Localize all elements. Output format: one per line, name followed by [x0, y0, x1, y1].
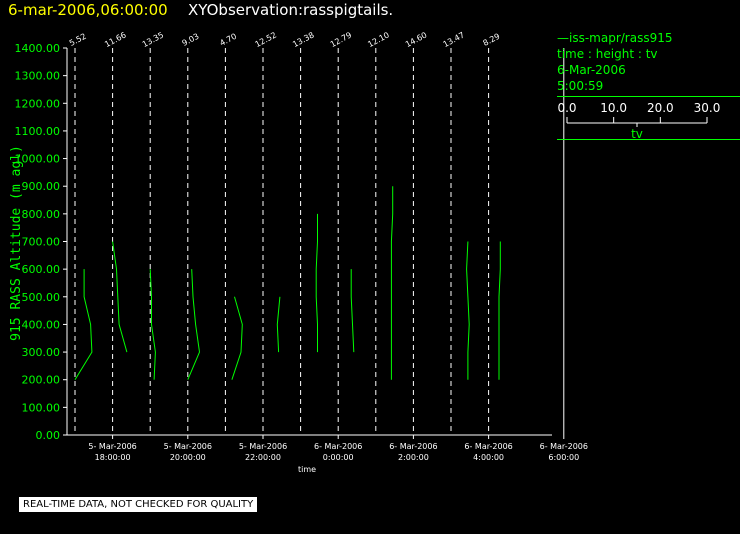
- date-title: 6-mar-2006,06:00:00: [8, 1, 168, 19]
- y-tick-label: 700.00: [22, 236, 61, 249]
- tv-scale-tick-label: 30.0: [694, 101, 721, 115]
- profile-lines: [74, 48, 501, 435]
- x-tick-date: 5- Mar-2006: [239, 442, 287, 451]
- y-tick-label: 0.00: [36, 429, 61, 442]
- y-tick-label: 1300.00: [15, 70, 61, 83]
- profile-line: [350, 269, 355, 353]
- profile-labels: 5.52 11.66 13.35 9.03 4.70 12.52 13.38 12.79 12.…: [68, 30, 502, 49]
- profile-tv-label: 5.52: [68, 32, 88, 48]
- y-tick-label: 800.00: [22, 208, 61, 221]
- legend-date: 6-Mar-2006: [557, 63, 626, 77]
- legend-axes: time : height : tv: [557, 47, 658, 61]
- y-tick-label: 1400.00: [15, 42, 61, 55]
- profile-tv-label: 9.03: [181, 32, 201, 48]
- y-tick-label: 1200.00: [15, 97, 61, 110]
- y-tick-label: 200.00: [22, 374, 61, 387]
- legend-divider: [557, 96, 740, 97]
- quality-warning: REAL-TIME DATA, NOT CHECKED FOR QUALITY: [19, 497, 258, 512]
- y-axis-title: 915 RASS Altitude (m agl): [9, 145, 24, 341]
- y-tick-label: 1100.00: [15, 125, 61, 138]
- x-tick-date: 5- Mar-2006: [164, 442, 212, 451]
- y-tick-label: 600.00: [22, 263, 61, 276]
- chart-axes: [66, 48, 565, 436]
- page-title: XYObservation:rasspigtails.: [188, 1, 394, 19]
- profile-line: [498, 241, 501, 380]
- profile-line: [74, 269, 93, 380]
- y-tick-label: 100.00: [22, 401, 61, 414]
- x-tick-date: 5- Mar-2006: [88, 442, 136, 451]
- profile-line: [466, 241, 470, 380]
- profile-tv-label: 12.52: [254, 30, 278, 49]
- legend-divider-bottom: [557, 139, 740, 140]
- profile-tv-label: 12.10: [366, 30, 390, 49]
- legend-series: —iss-mapr/rass915: [557, 31, 673, 45]
- profile-tv-label: 4.70: [218, 32, 238, 48]
- profile-line: [276, 296, 281, 353]
- x-axis-ticks: 5- Mar-2006 18:00:00 5- Mar-2006 20:00:00 5-…: [88, 435, 588, 462]
- profile-tv-label: 13.47: [442, 30, 466, 49]
- x-tick-time: 20:00:00: [170, 453, 206, 462]
- profile-tv-label: 13.35: [141, 30, 165, 49]
- profile-tv-label: 8.29: [481, 32, 501, 48]
- profile-tv-label: 12.79: [329, 30, 353, 49]
- x-tick-date: 6- Mar-2006: [540, 442, 588, 451]
- profile-line: [390, 186, 394, 380]
- y-axis-ticks: 0.00 100.00 200.00 300.00 400.00 500.00 600.00…: [15, 42, 67, 442]
- y-tick-label: 300.00: [22, 346, 61, 359]
- profile-line: [231, 296, 243, 380]
- profile-line: [315, 213, 318, 353]
- tv-scale-tick-label: 10.0: [600, 101, 627, 115]
- y-tick-label: 400.00: [22, 318, 61, 331]
- tv-scale: 0.0 10.0 20.0 30.0 tv: [557, 101, 720, 141]
- legend-time: 5:00:59: [557, 79, 604, 93]
- profile-line: [112, 241, 128, 353]
- y-tick-label: 500.00: [22, 291, 61, 304]
- y-tick-label: 1000.00: [15, 153, 61, 166]
- x-tick-time: 22:00:00: [245, 453, 281, 462]
- x-tick-time: 4:00:00: [473, 453, 504, 462]
- x-tick-date: 6- Mar-2006: [389, 442, 437, 451]
- tv-scale-label: tv: [631, 127, 643, 141]
- x-tick-time: 6:00:00: [548, 453, 579, 462]
- x-tick-time: 0:00:00: [323, 453, 354, 462]
- x-tick-date: 6- Mar-2006: [314, 442, 362, 451]
- x-axis-title: time: [298, 465, 316, 474]
- profile-line: [187, 269, 201, 380]
- y-tick-label: 900.00: [22, 180, 61, 193]
- profile-tv-label: 13.38: [291, 30, 315, 49]
- x-tick-date: 6- Mar-2006: [464, 442, 512, 451]
- tv-scale-ticks: 0.0 10.0 20.0 30.0: [557, 101, 720, 127]
- x-tick-time: 18:00:00: [95, 453, 131, 462]
- legend: —iss-mapr/rass915 time : height : tv 6-M…: [557, 30, 740, 141]
- profile-tv-label: 11.66: [103, 30, 127, 49]
- profile-line: [149, 269, 156, 380]
- profile-tv-label: 14.60: [404, 30, 428, 49]
- x-tick-time: 2:00:00: [398, 453, 429, 462]
- tv-scale-tick-label: 20.0: [647, 101, 674, 115]
- tv-scale-tick-label: 0.0: [557, 101, 576, 115]
